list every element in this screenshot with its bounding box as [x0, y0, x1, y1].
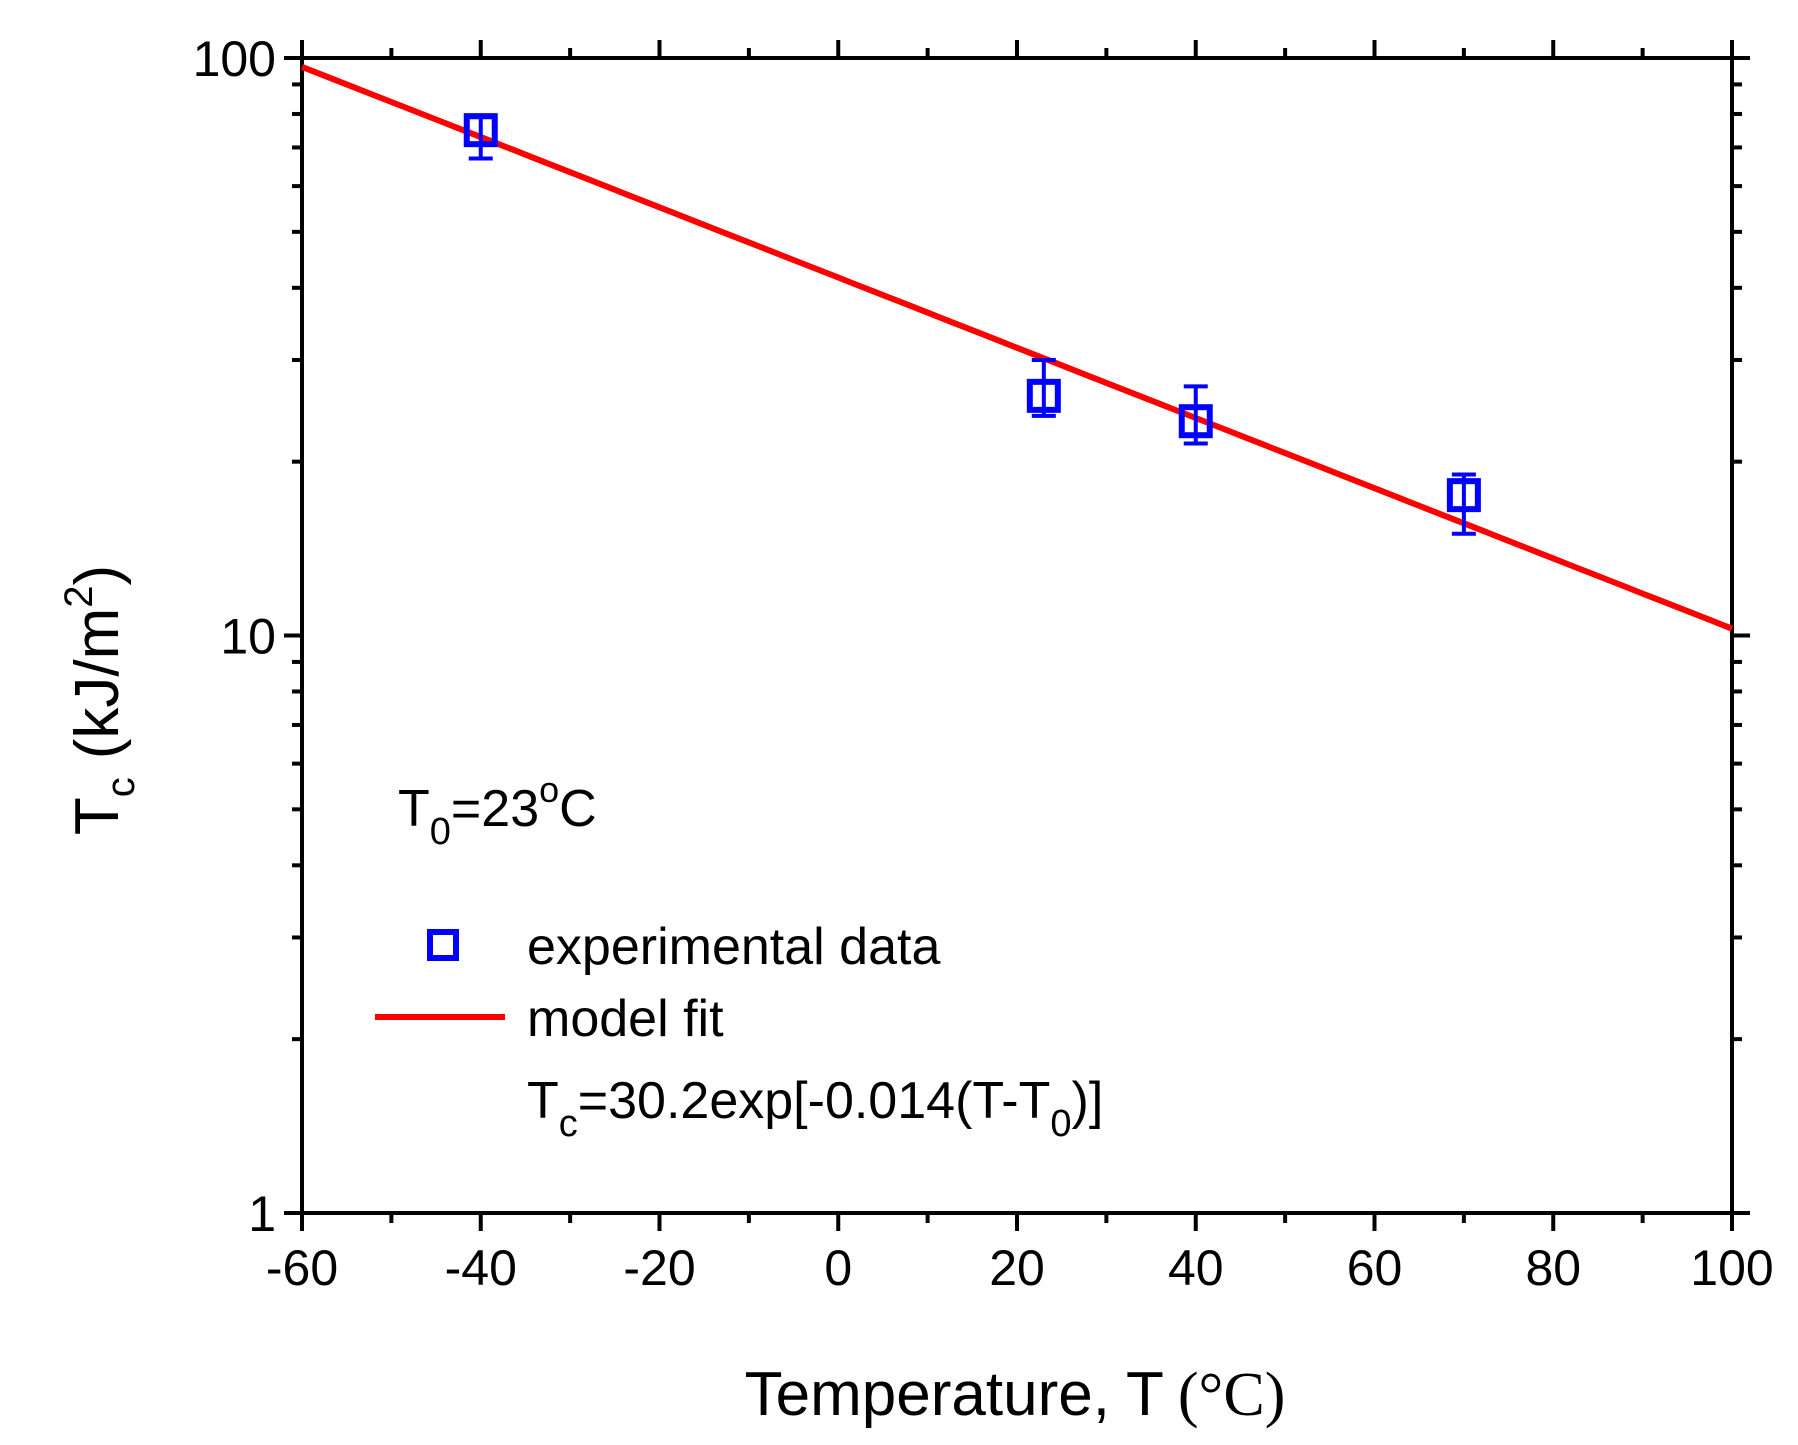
fit-line-layer [300, 64, 1734, 632]
x-axis-title: Temperature, T (°C) [745, 1360, 1286, 1429]
points-layer [463, 113, 1481, 536]
data-point [1446, 472, 1481, 536]
data-point [1026, 357, 1061, 418]
model-fit-line [300, 64, 1734, 632]
annotation-rest: =23 [451, 780, 539, 838]
x-axis-unit: (°C) [1178, 1361, 1285, 1429]
y-axis-title-close: ) [63, 565, 132, 586]
equation-prefix: T [527, 1072, 559, 1130]
y-axis-title: Tc (kJ/m2) [57, 565, 143, 835]
x-tick-label: 0 [824, 1240, 852, 1296]
legend-label-experimental: experimental data [527, 918, 940, 976]
data-marker [1178, 404, 1213, 439]
plot-frame [300, 56, 1734, 1215]
y-tick-label: 1 [248, 1186, 276, 1242]
x-tick-label: 40 [1168, 1240, 1224, 1296]
data-marker [1026, 378, 1061, 413]
data-marker [1446, 478, 1481, 513]
y-axis-title-unit: (kJ/m [63, 608, 132, 760]
annotation-sub: 0 [430, 811, 451, 853]
x-tick-label: 20 [989, 1240, 1045, 1296]
x-tick-label: 100 [1690, 1240, 1773, 1296]
x-tick-label: -60 [266, 1240, 338, 1296]
legend-marker-experimental [427, 929, 459, 961]
equation-sub2: 0 [1050, 1103, 1071, 1145]
data-point [463, 113, 498, 161]
annotation-sup: o [539, 769, 559, 810]
x-tick-label: 80 [1525, 1240, 1581, 1296]
x-axis-title-text: Temperature, T [745, 1360, 1164, 1429]
legend-label-model: model fit [527, 990, 724, 1048]
equation-end: )] [1072, 1072, 1104, 1130]
x-tick-label: 60 [1347, 1240, 1403, 1296]
y-axis-title-sup: 2 [57, 586, 101, 608]
t0-annotation: T0=23oC [398, 769, 597, 853]
y-tick-label: 10 [220, 609, 276, 665]
legend-equation: Tc=30.2exp[-0.014(T-T0)] [527, 1072, 1103, 1145]
y-axis-title-main: T [63, 797, 132, 835]
equation-sub: c [559, 1103, 578, 1145]
x-tick-label: -40 [445, 1240, 517, 1296]
x-tick-labels: -60 -40 -20 0 20 40 60 80 100 [266, 1240, 1774, 1296]
legend: experimental data model fit Tc=30.2exp[-… [375, 918, 1103, 1145]
x-tick-label: -20 [623, 1240, 695, 1296]
y-axis-title-sub: c [99, 777, 143, 797]
data-marker [463, 113, 498, 148]
axis-ticks [284, 40, 1750, 1231]
annotation-main: T [398, 780, 430, 838]
y-tick-labels: 1 10 100 [193, 31, 276, 1242]
data-point [1178, 384, 1213, 446]
equation-mid: =30.2exp[-0.014(T-T [578, 1072, 1051, 1130]
y-tick-label: 100 [193, 31, 276, 87]
annotation-unit: C [559, 780, 597, 838]
plot-border [300, 56, 1734, 1215]
